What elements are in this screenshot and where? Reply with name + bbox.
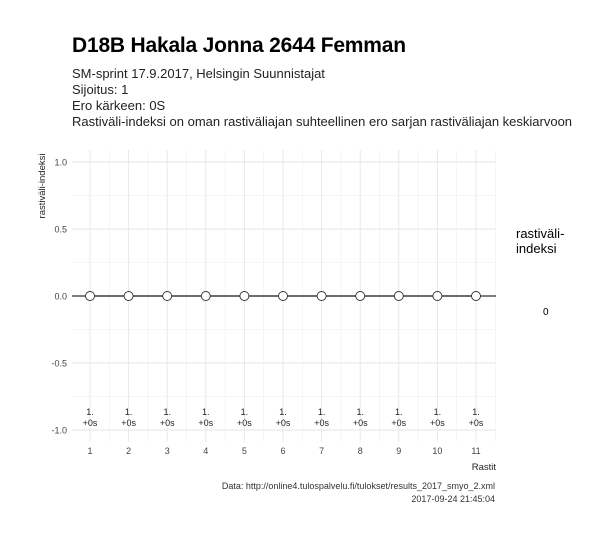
y-tick-label: -0.5 xyxy=(51,359,67,369)
x-tick-label: 1 xyxy=(87,446,92,456)
data-point xyxy=(123,291,134,301)
x-tick-label: 4 xyxy=(203,446,208,456)
point-label-diff: +0s xyxy=(353,418,368,428)
x-tick-label: 8 xyxy=(358,446,363,456)
point-label-rank: 1. xyxy=(434,407,442,417)
data-point xyxy=(239,291,250,301)
y-tick-label: 0.5 xyxy=(54,225,67,235)
point-label-diff: +0s xyxy=(430,418,445,428)
chart-title: D18B Hakala Jonna 2644 Femman xyxy=(72,34,406,57)
point-label-rank: 1. xyxy=(395,407,403,417)
x-tick-label: 10 xyxy=(432,446,442,456)
x-tick-label: 7 xyxy=(319,446,324,456)
y-axis-title: rastiväli-indeksi xyxy=(37,154,48,219)
subtitle-event: SM-sprint 17.9.2017, Helsingin Suunnista… xyxy=(72,66,325,81)
point-label-diff: +0s xyxy=(469,418,484,428)
data-point xyxy=(278,291,288,301)
data-point xyxy=(316,291,327,301)
point-label-rank: 1. xyxy=(241,407,249,417)
subtitle-placement: Sijoitus: 1 xyxy=(72,82,129,97)
data-point xyxy=(355,291,366,301)
y-tick-label: -1.0 xyxy=(51,426,67,436)
x-tick-label: 6 xyxy=(280,446,285,456)
point-label-diff: +0s xyxy=(237,418,252,428)
data-point xyxy=(200,291,211,301)
subtitle-description: Rastiväli-indeksi on oman rastiväliajan … xyxy=(72,114,573,129)
data-point xyxy=(471,291,481,301)
x-tick-label: 5 xyxy=(242,446,247,456)
point-label-rank: 1. xyxy=(356,407,364,417)
x-axis-title: Rastit xyxy=(472,462,497,473)
legend-title: rastiväli-indeksi xyxy=(516,226,565,256)
subtitle-gap: Ero kärkeen: 0S xyxy=(72,98,166,113)
data-point xyxy=(85,291,95,301)
point-label-diff: +0s xyxy=(198,418,213,428)
x-tick-label: 9 xyxy=(396,446,401,456)
x-tick-label: 11 xyxy=(471,446,480,456)
point-label-rank: 1. xyxy=(279,407,287,417)
point-label-rank: 1. xyxy=(202,407,210,417)
x-tick-label: 2 xyxy=(126,446,131,456)
x-tick-label: 3 xyxy=(165,446,170,456)
legend-value: 0 xyxy=(543,307,549,318)
point-label-rank: 1. xyxy=(125,407,133,417)
caption-source: Data: http://online4.tulospalvelu.fi/tul… xyxy=(221,481,495,491)
point-label-rank: 1. xyxy=(318,407,326,417)
point-label-diff: +0s xyxy=(276,418,291,428)
point-label-diff: +0s xyxy=(314,418,329,428)
point-label-diff: +0s xyxy=(83,418,98,428)
point-label-rank: 1. xyxy=(163,407,171,417)
data-point xyxy=(432,291,443,301)
point-label-diff: +0s xyxy=(121,418,136,428)
point-label-diff: +0s xyxy=(160,418,175,428)
y-tick-label: 1.0 xyxy=(54,158,67,168)
point-label-diff: +0s xyxy=(391,418,406,428)
point-label-rank: 1. xyxy=(472,407,480,417)
point-label-rank: 1. xyxy=(86,407,94,417)
caption-timestamp: 2017-09-24 21:45:04 xyxy=(411,494,495,504)
data-point xyxy=(393,291,404,301)
y-tick-label: 0.0 xyxy=(54,292,67,302)
data-point xyxy=(162,291,173,301)
